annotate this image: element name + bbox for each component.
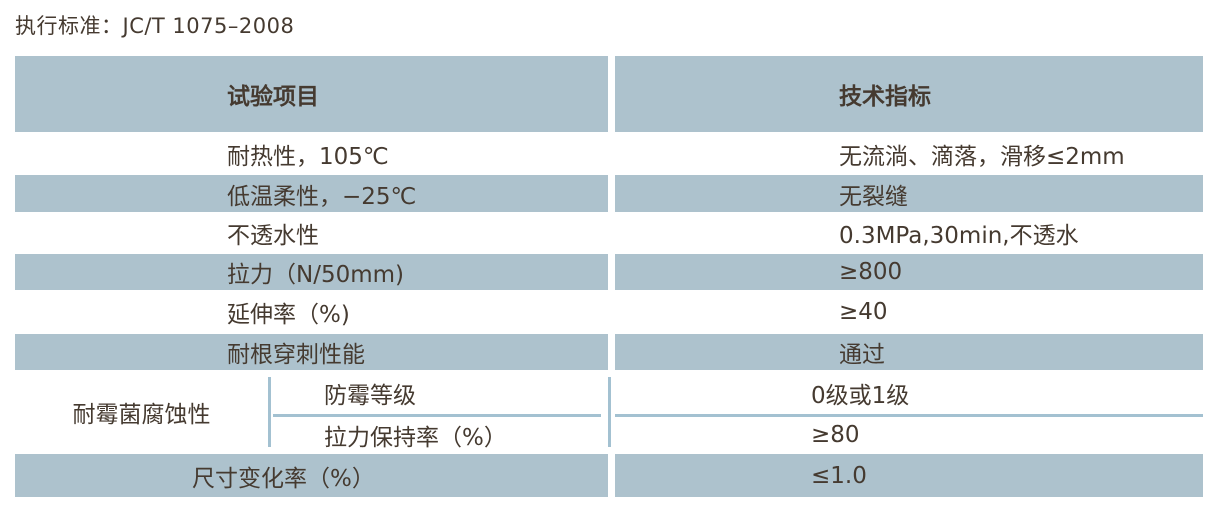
sub-row-value: 0级或1级 [811, 383, 910, 409]
horizontal-divider [273, 414, 601, 417]
table-row: 延伸率（%) ≥40 [15, 290, 1203, 334]
row-item: 不透水性 [15, 212, 608, 254]
sub-row-label: 防霉等级 [324, 383, 416, 409]
row-value: ≥40 [615, 290, 1203, 334]
merged-row-item: 耐霉菌腐蚀性 [72, 402, 211, 428]
horizontal-divider [615, 414, 1203, 417]
row-value: 通过 [615, 334, 1203, 370]
row-item: 耐根穿刺性能 [15, 334, 608, 370]
header-tech-specs: 技术指标 [615, 56, 1203, 132]
vertical-divider [268, 377, 271, 447]
table-row: 拉力（N/50mm) ≥800 [15, 254, 1203, 290]
table-row: 尺寸变化率（%） ≤1.0 [15, 454, 1203, 497]
vertical-divider [608, 377, 611, 447]
row-item: 延伸率（%) [15, 290, 608, 334]
row-item: 低温柔性，−25℃ [15, 175, 608, 212]
table-header-row: 试验项目 技术指标 [15, 56, 1203, 132]
table-row: 耐根穿刺性能 通过 [15, 334, 1203, 370]
row-value: 无裂缝 [615, 175, 1203, 212]
header-test-items: 试验项目 [15, 56, 608, 132]
row-item: 尺寸变化率（%） [15, 454, 608, 497]
row-item: 耐热性，105℃ [15, 132, 608, 175]
row-value: ≥800 [615, 254, 1203, 290]
table-row: 不透水性 0.3MPa,30min,不透水 [15, 212, 1203, 254]
merged-sub-values: 0级或1级 ≥80 [615, 370, 1203, 454]
row-item: 拉力（N/50mm) [15, 254, 608, 290]
spec-table: 试验项目 技术指标 耐热性，105℃ 无流淌、滴落，滑移≤2mm 低温柔性，−2… [15, 56, 1203, 497]
table-row: 低温柔性，−25℃ 无裂缝 [15, 175, 1203, 212]
row-value: ≤1.0 [615, 454, 1203, 497]
table-row-merged: 耐霉菌腐蚀性 防霉等级 拉力保持率（%） 0级或1级 ≥80 [15, 370, 1203, 454]
row-value: 0.3MPa,30min,不透水 [615, 212, 1203, 254]
standard-title: 执行标准：JC/T 1075–2008 [15, 14, 295, 38]
sub-row-value: ≥80 [811, 422, 860, 448]
sub-row-label: 拉力保持率（%） [324, 425, 507, 451]
row-value: 无流淌、滴落，滑移≤2mm [615, 132, 1203, 175]
merged-sub-labels: 防霉等级 拉力保持率（%） [268, 370, 608, 454]
table-row: 耐热性，105℃ 无流淌、滴落，滑移≤2mm [15, 132, 1203, 175]
